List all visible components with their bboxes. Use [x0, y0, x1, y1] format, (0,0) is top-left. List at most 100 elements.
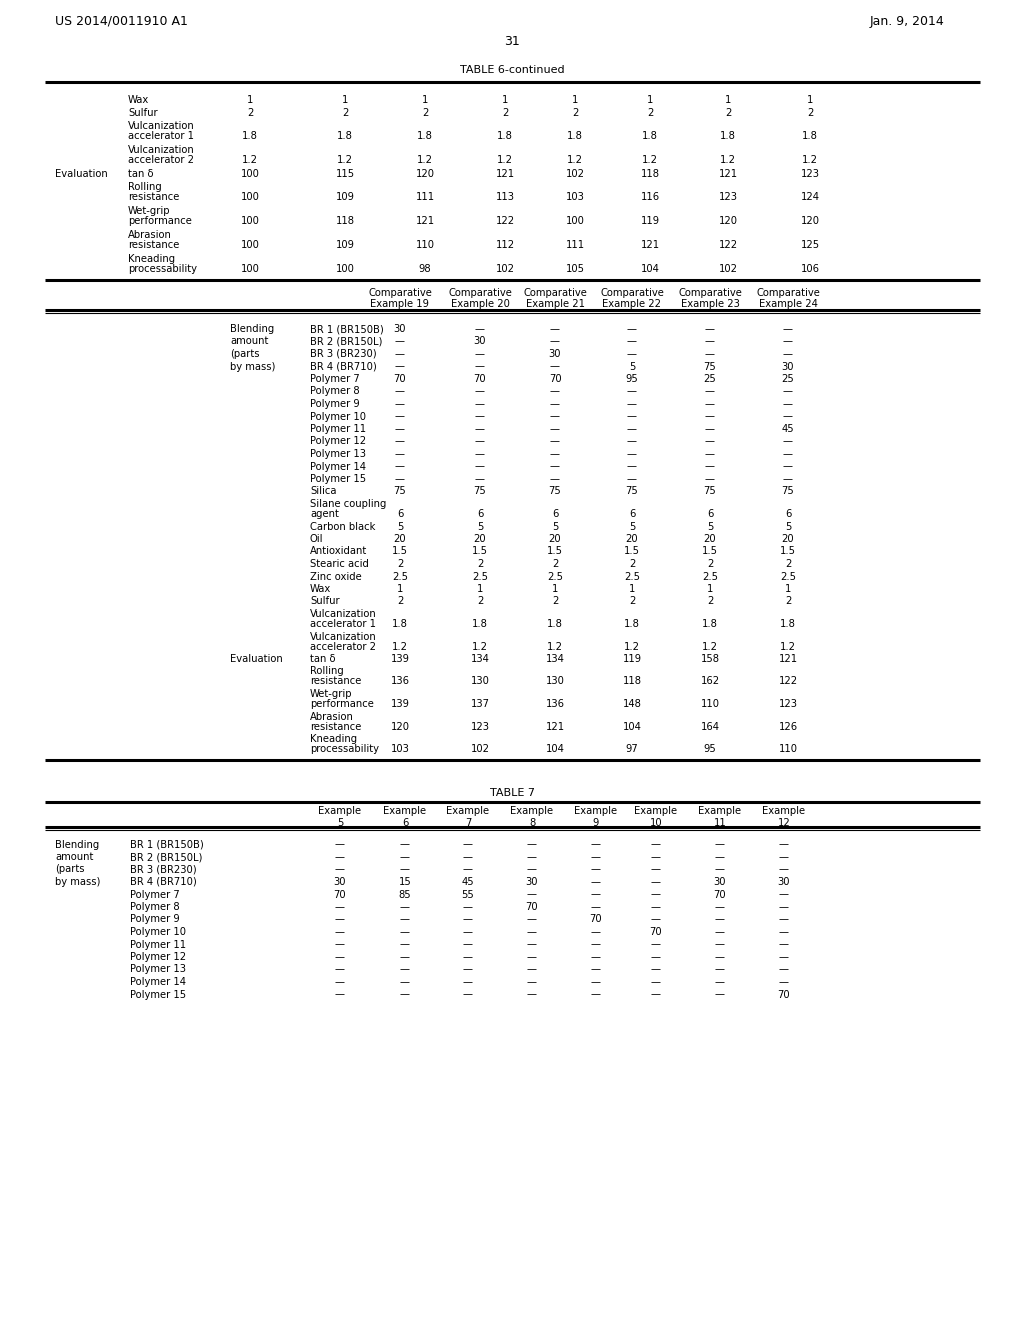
- Text: 5: 5: [477, 521, 483, 532]
- Text: BR 4 (BR710): BR 4 (BR710): [130, 876, 197, 887]
- Text: 121: 121: [719, 169, 737, 180]
- Text: —: —: [400, 840, 410, 850]
- Text: Polymer 13: Polymer 13: [130, 965, 186, 974]
- Text: —: —: [715, 915, 725, 924]
- Text: —: —: [335, 952, 345, 962]
- Text: —: —: [591, 990, 601, 999]
- Text: 11: 11: [714, 817, 726, 828]
- Text: —: —: [400, 915, 410, 924]
- Text: 100: 100: [241, 264, 259, 275]
- Text: accelerator 2: accelerator 2: [310, 642, 376, 652]
- Text: 2.5: 2.5: [392, 572, 408, 582]
- Text: Comparative: Comparative: [449, 288, 512, 298]
- Text: —: —: [705, 474, 715, 484]
- Text: —: —: [779, 890, 790, 899]
- Text: BR 1 (BR150B): BR 1 (BR150B): [310, 323, 384, 334]
- Text: Polymer 12: Polymer 12: [130, 952, 186, 962]
- Text: 5: 5: [337, 817, 343, 828]
- Text: —: —: [463, 927, 473, 937]
- Text: —: —: [627, 474, 637, 484]
- Text: Silane coupling: Silane coupling: [310, 499, 386, 510]
- Text: 1.2: 1.2: [802, 154, 818, 165]
- Text: 70: 70: [334, 890, 346, 899]
- Text: —: —: [395, 449, 406, 459]
- Text: 121: 121: [546, 722, 564, 731]
- Text: Example 24: Example 24: [759, 300, 817, 309]
- Text: 6: 6: [401, 817, 409, 828]
- Text: —: —: [335, 927, 345, 937]
- Text: 123: 123: [719, 191, 737, 202]
- Text: —: —: [779, 902, 790, 912]
- Text: 2: 2: [629, 597, 635, 606]
- Text: —: —: [591, 876, 601, 887]
- Text: 116: 116: [640, 191, 659, 202]
- Text: Carbon black: Carbon black: [310, 521, 376, 532]
- Text: 2: 2: [477, 558, 483, 569]
- Text: 1.2: 1.2: [547, 642, 563, 652]
- Text: 120: 120: [719, 216, 737, 226]
- Text: —: —: [475, 412, 485, 421]
- Text: 5: 5: [707, 521, 713, 532]
- Text: Wax: Wax: [128, 95, 150, 106]
- Text: 136: 136: [390, 676, 410, 686]
- Text: 1.8: 1.8: [802, 131, 818, 141]
- Text: —: —: [400, 952, 410, 962]
- Text: —: —: [651, 876, 662, 887]
- Text: 110: 110: [778, 744, 798, 754]
- Text: —: —: [475, 348, 485, 359]
- Text: 70: 70: [525, 902, 539, 912]
- Text: 104: 104: [623, 722, 641, 731]
- Text: 139: 139: [390, 653, 410, 664]
- Text: Polymer 10: Polymer 10: [310, 412, 366, 421]
- Text: 1.8: 1.8: [642, 131, 658, 141]
- Text: 2: 2: [422, 108, 428, 117]
- Text: —: —: [651, 977, 662, 987]
- Text: Kneading: Kneading: [128, 253, 175, 264]
- Text: processability: processability: [310, 744, 379, 754]
- Text: 2: 2: [707, 597, 713, 606]
- Text: —: —: [591, 890, 601, 899]
- Text: 100: 100: [241, 191, 259, 202]
- Text: 1.2: 1.2: [417, 154, 433, 165]
- Text: 70: 70: [474, 374, 486, 384]
- Text: —: —: [400, 990, 410, 999]
- Text: Comparative: Comparative: [756, 288, 820, 298]
- Text: 1: 1: [807, 95, 813, 106]
- Text: 2: 2: [397, 597, 403, 606]
- Text: 1: 1: [477, 583, 483, 594]
- Text: —: —: [527, 977, 537, 987]
- Text: Sulfur: Sulfur: [128, 108, 158, 117]
- Text: Silica: Silica: [310, 487, 337, 496]
- Text: Comparative: Comparative: [523, 288, 587, 298]
- Text: —: —: [335, 977, 345, 987]
- Text: —: —: [463, 840, 473, 850]
- Text: BR 2 (BR150L): BR 2 (BR150L): [130, 851, 203, 862]
- Text: 1.2: 1.2: [337, 154, 353, 165]
- Text: 2: 2: [725, 108, 731, 117]
- Text: amount: amount: [55, 851, 93, 862]
- Text: 1.2: 1.2: [780, 642, 796, 652]
- Text: Polymer 7: Polymer 7: [310, 374, 359, 384]
- Text: 126: 126: [778, 722, 798, 731]
- Text: 105: 105: [565, 264, 585, 275]
- Text: 106: 106: [801, 264, 819, 275]
- Text: —: —: [779, 915, 790, 924]
- Text: —: —: [527, 965, 537, 974]
- Text: —: —: [651, 840, 662, 850]
- Text: —: —: [395, 387, 406, 396]
- Text: 2: 2: [571, 108, 579, 117]
- Text: Comparative: Comparative: [368, 288, 432, 298]
- Text: 6: 6: [707, 510, 713, 519]
- Text: —: —: [395, 424, 406, 434]
- Text: 2: 2: [784, 597, 792, 606]
- Text: Polymer 15: Polymer 15: [130, 990, 186, 999]
- Text: 109: 109: [336, 191, 354, 202]
- Text: 30: 30: [474, 337, 486, 346]
- Text: 2: 2: [647, 108, 653, 117]
- Text: 20: 20: [781, 535, 795, 544]
- Text: 6: 6: [477, 510, 483, 519]
- Text: 1.8: 1.8: [780, 619, 796, 630]
- Text: 2: 2: [397, 558, 403, 569]
- Text: —: —: [335, 902, 345, 912]
- Text: Polymer 11: Polymer 11: [130, 940, 186, 949]
